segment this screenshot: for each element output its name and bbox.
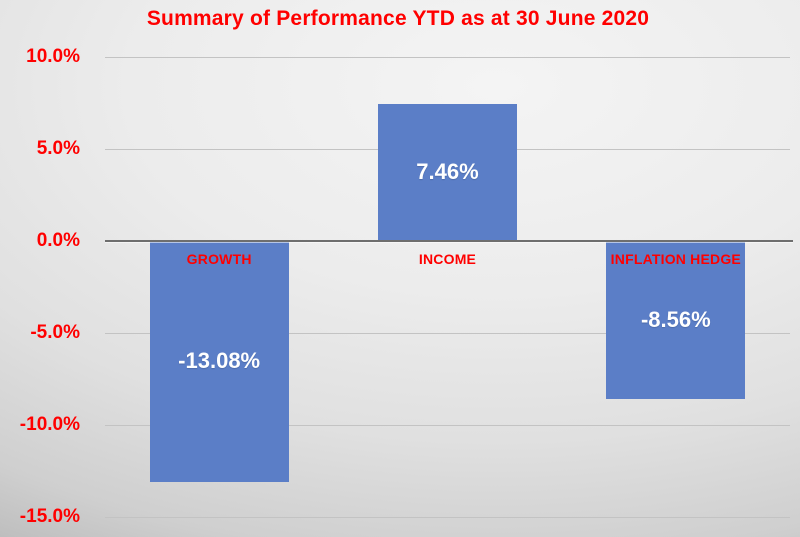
category-label: INFLATION HEDGE: [610, 251, 741, 267]
y-gridline: [105, 516, 790, 518]
chart-title: Summary of Performance YTD as at 30 June…: [146, 7, 650, 30]
y-tick-label: -10.0%: [19, 414, 80, 435]
bar-value-label: -13.08%: [178, 348, 261, 374]
category-label: INCOME: [418, 251, 477, 267]
y-tick-label: 5.0%: [36, 138, 80, 159]
bar-income: [378, 103, 517, 241]
y-tick-label: -5.0%: [30, 322, 80, 343]
y-gridline: [105, 332, 790, 334]
bar-growth: [149, 241, 289, 482]
bar-value-label: -8.56%: [640, 306, 711, 332]
x-axis-zero-line: [105, 240, 793, 242]
bar-inflation-hedge: [606, 241, 746, 399]
y-gridline: [105, 56, 790, 58]
y-tick-label: 0.0%: [36, 230, 80, 251]
bar-value-label: 7.46%: [416, 159, 479, 185]
y-gridline: [105, 424, 790, 426]
category-label: GROWTH: [186, 251, 252, 267]
y-tick-label: 10.0%: [26, 46, 80, 67]
y-tick-label: -15.0%: [19, 506, 80, 527]
